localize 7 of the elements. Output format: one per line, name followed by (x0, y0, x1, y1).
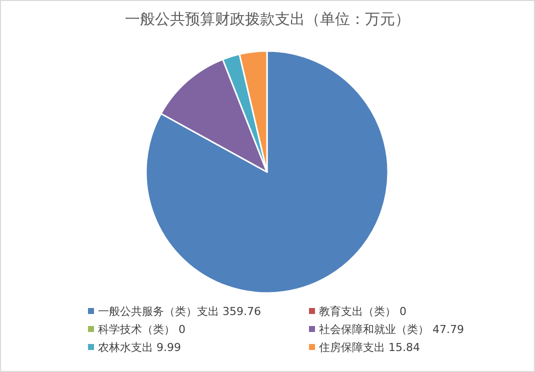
legend-item: 农林水支出 9.99 (88, 341, 181, 354)
legend-item: 社会保障和就业（类） 47.79 (309, 323, 464, 336)
legend-item: 一般公共服务（类）支出 359.76 (88, 305, 261, 318)
legend-item: 教育支出（类） 0 (309, 305, 406, 318)
legend-item: 住房保障支出 15.84 (309, 341, 420, 354)
legend-item: 科学技术（类） 0 (88, 323, 186, 336)
chart-title: 一般公共预算财政拨款支出（单位：万元） (125, 10, 410, 28)
